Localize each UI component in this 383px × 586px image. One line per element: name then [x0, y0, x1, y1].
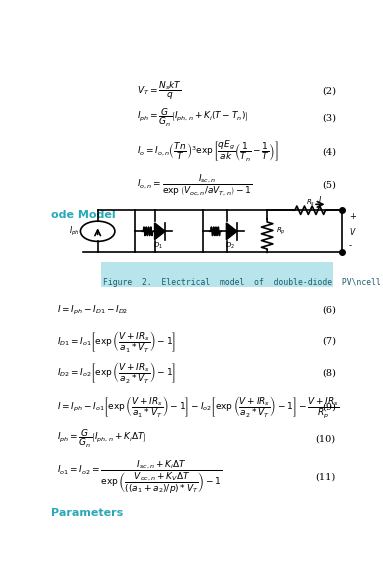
Text: $I_o = I_{o,n}\left(\dfrac{Tn}{T}\right)^3 \exp\left[\dfrac{qE_g}{ak}\left(\dfra: $I_o = I_{o,n}\left(\dfrac{Tn}{T}\right)… [137, 139, 278, 164]
Polygon shape [226, 223, 237, 240]
Text: +: + [349, 213, 356, 222]
Text: (5): (5) [322, 181, 336, 190]
Text: (9): (9) [322, 403, 336, 412]
Text: $D_2$: $D_2$ [225, 240, 235, 251]
Text: (2): (2) [322, 86, 336, 95]
Text: $D_1$: $D_1$ [153, 240, 163, 251]
Text: (10): (10) [316, 434, 336, 444]
Text: (11): (11) [316, 473, 336, 482]
Text: $V$: $V$ [349, 226, 357, 237]
Text: $I_{ph} = \dfrac{G}{G_n}\left[I_{ph,n} + K_i\left(T - T_n\right)\right]$: $I_{ph} = \dfrac{G}{G_n}\left[I_{ph,n} +… [137, 107, 248, 129]
Text: $I$: $I$ [318, 194, 322, 205]
Text: Figure  2.  Electrical  model  of  double-diode  PV\ncell [27]-[31].: Figure 2. Electrical model of double-dio… [103, 278, 383, 287]
Text: $I_{D2} = I_{o2}\left[\exp\left(\dfrac{V + IR_s}{a_2 * V_T}\right) - 1\right]$: $I_{D2} = I_{o2}\left[\exp\left(\dfrac{V… [57, 360, 176, 385]
Text: $I = I_{ph} - I_{o1}\left[\exp\left(\dfrac{V + IR_s}{a_1 * V_T}\right) - 1\right: $I = I_{ph} - I_{o1}\left[\exp\left(\dfr… [57, 394, 339, 420]
Bar [101, 262, 333, 287]
Text: $I = I_{ph} - I_{D1} - I_{D2}$: $I = I_{ph} - I_{D1} - I_{D2}$ [57, 304, 128, 317]
Text: (3): (3) [322, 113, 336, 122]
Text: $I_{D1} = I_{o1}\left[\exp\left(\dfrac{V + IR_s}{a_1 * V_T}\right) - 1\right]$: $I_{D1} = I_{o1}\left[\exp\left(\dfrac{V… [57, 329, 176, 353]
Text: $I_{o,n} = \dfrac{I_{sc,n}}{\exp\left(V_{oc,n}/aV_{T,n}\right)-1}$: $I_{o,n} = \dfrac{I_{sc,n}}{\exp\left(V_… [137, 172, 252, 198]
Text: Parameters: Parameters [51, 507, 123, 517]
Text: $V_T = \dfrac{N_s kT}{q}$: $V_T = \dfrac{N_s kT}{q}$ [137, 80, 182, 102]
Text: $I_{ph}$: $I_{ph}$ [69, 225, 80, 238]
Text: $R_s$: $R_s$ [306, 197, 315, 208]
Text: $R_p$: $R_p$ [276, 226, 285, 237]
Text: -: - [349, 241, 352, 250]
Text: $I_{ph} = \dfrac{G}{G_n}\left[I_{ph,n} + K_i \Delta T\right]$: $I_{ph} = \dfrac{G}{G_n}\left[I_{ph,n} +… [57, 428, 146, 450]
Text: (7): (7) [322, 336, 336, 346]
Text: (6): (6) [322, 306, 336, 315]
Polygon shape [155, 223, 165, 240]
Text: ode Model: ode Model [51, 210, 115, 220]
Text: (4): (4) [322, 147, 336, 156]
Text: (8): (8) [322, 368, 336, 377]
Text: $I_{o1} = I_{o2} = \dfrac{I_{sc,n} + K_i \Delta T}{\exp\left(\dfrac{V_{oc,n} + K: $I_{o1} = I_{o2} = \dfrac{I_{sc,n} + K_i… [57, 459, 223, 496]
